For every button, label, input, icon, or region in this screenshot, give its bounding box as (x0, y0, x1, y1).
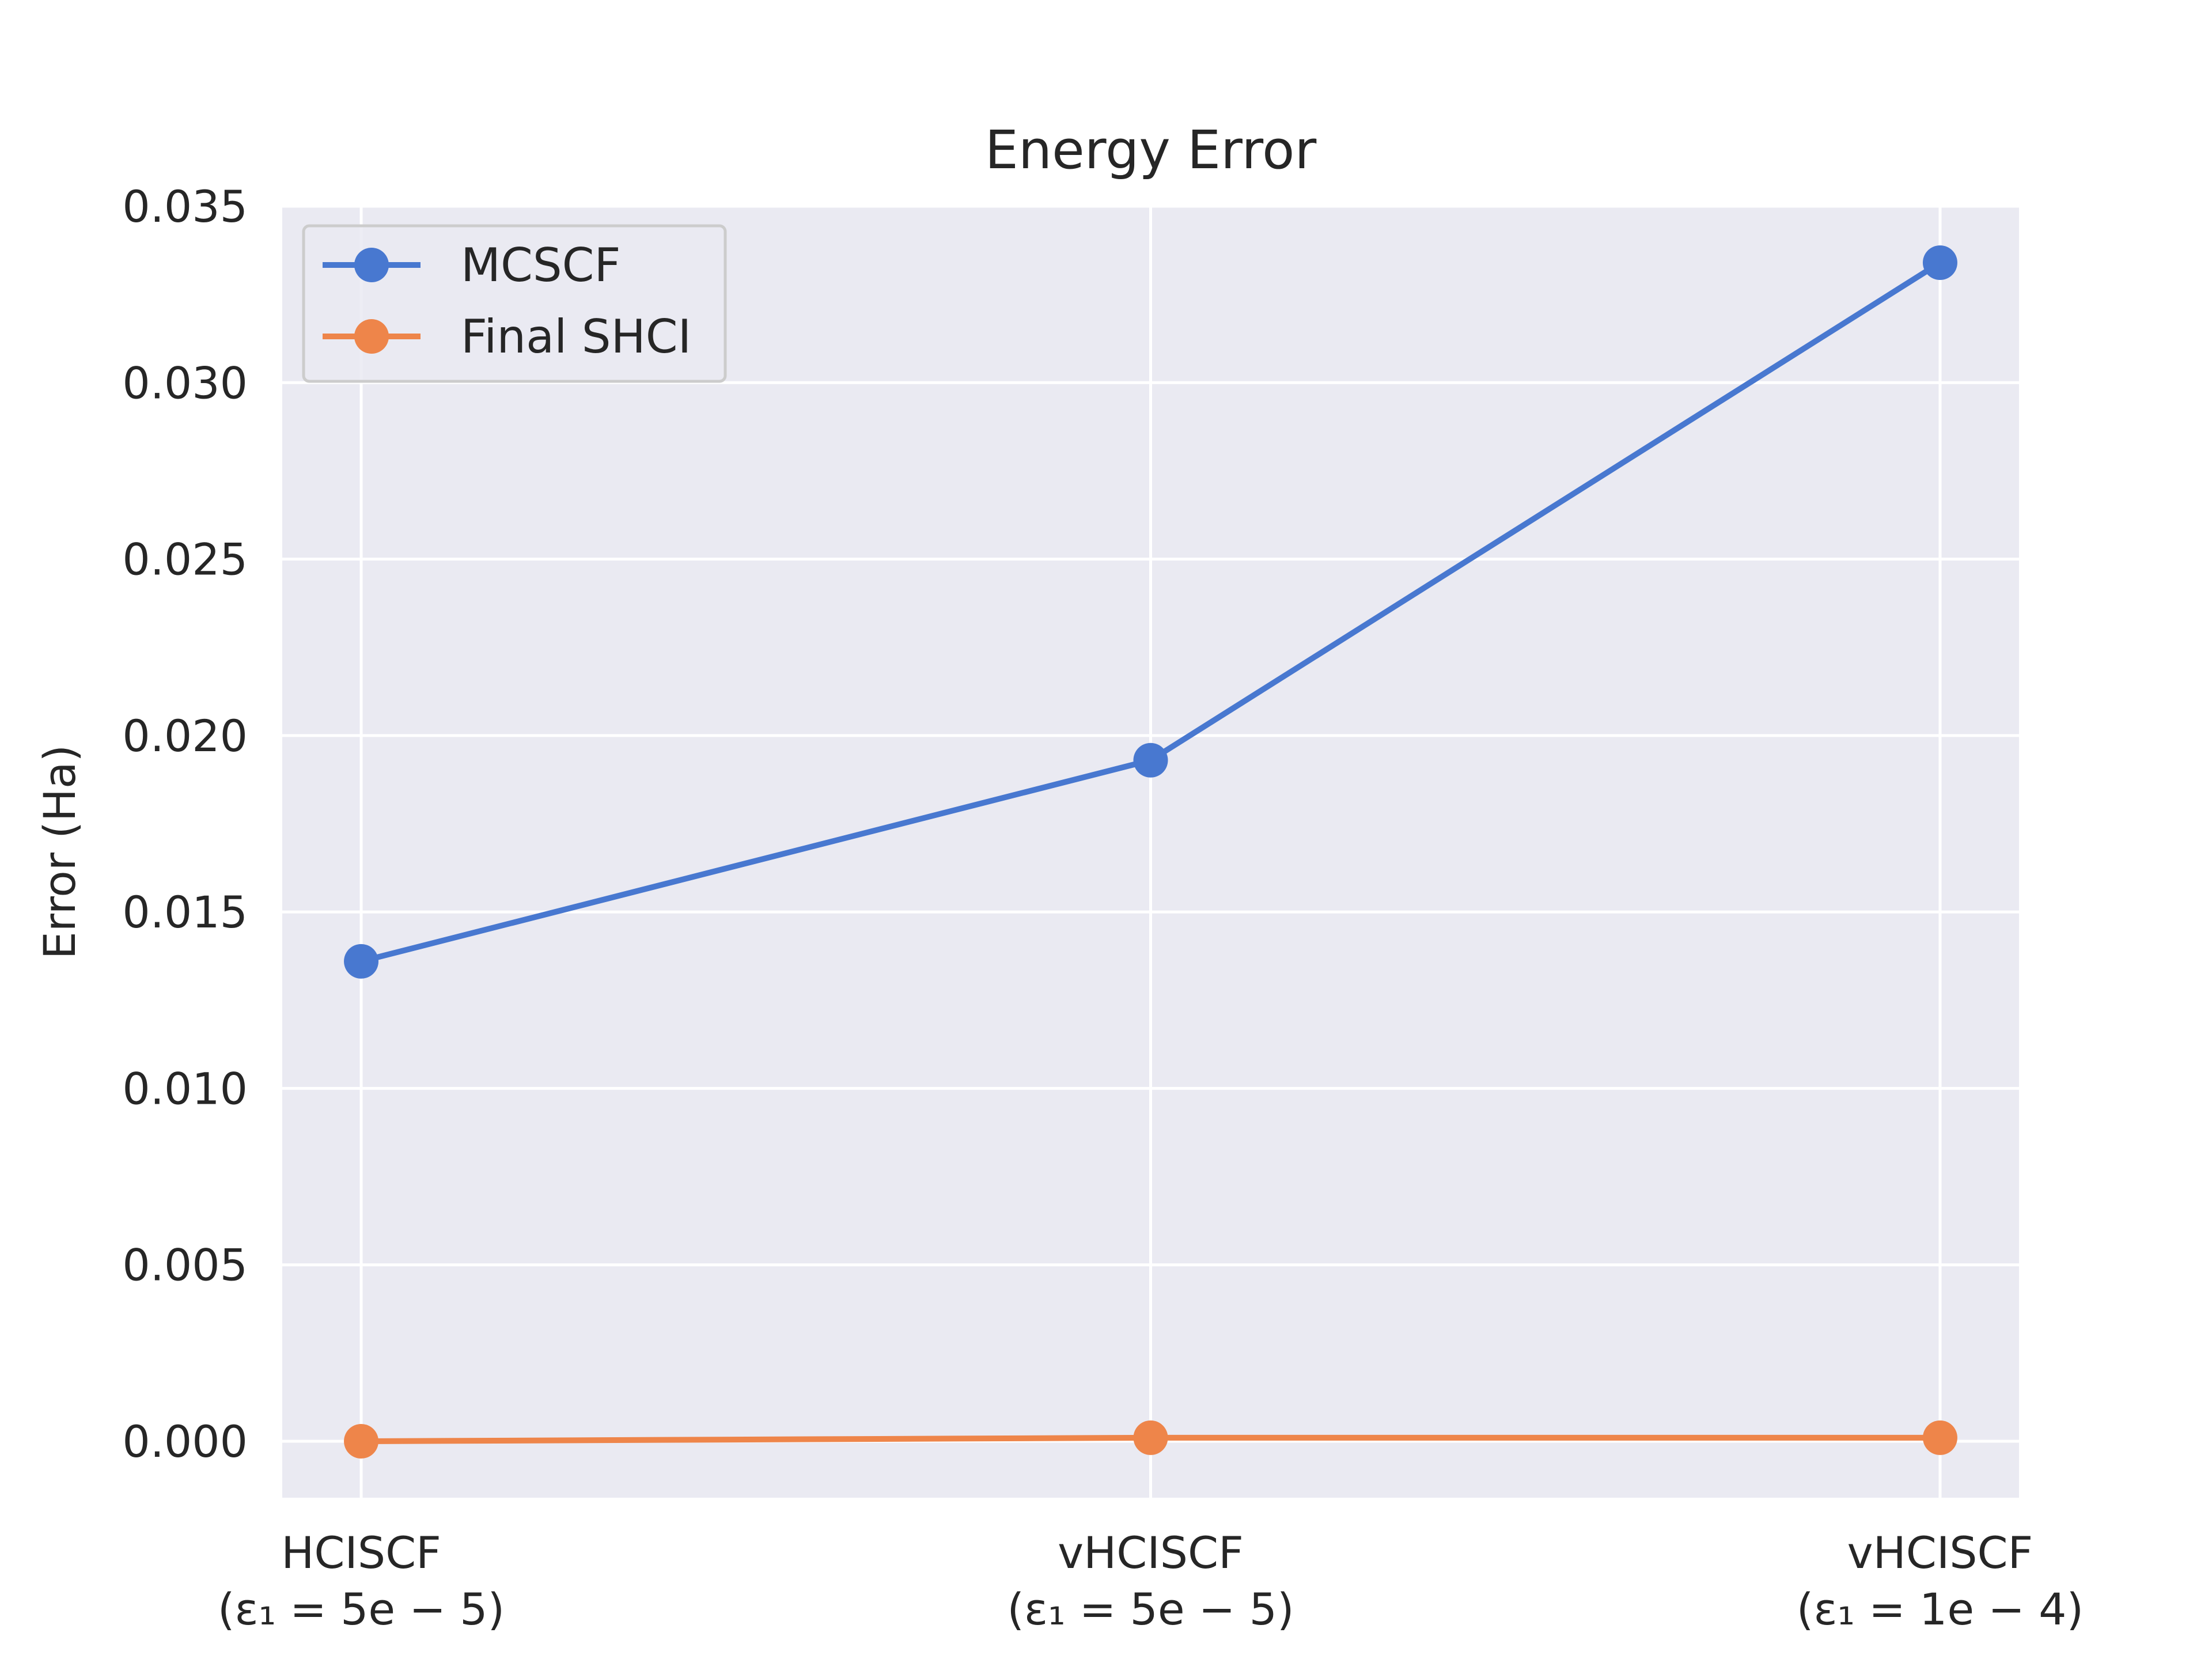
x-tick-sublabel: (ε₁ = 1e − 4) (1797, 1584, 2084, 1635)
y-tick-label: 0.005 (122, 1240, 248, 1291)
chart-title: Energy Error (985, 119, 1317, 181)
x-tick-sublabel: (ε₁ = 5e − 5) (218, 1584, 505, 1635)
data-point (1133, 1420, 1168, 1455)
y-tick-label: 0.010 (122, 1063, 248, 1114)
y-tick-label: 0.030 (122, 357, 248, 408)
legend: MCSCF Final SHCI (302, 224, 727, 383)
series-layer (344, 245, 1957, 1459)
x-tick-label: vHCISCF (1847, 1527, 2033, 1578)
y-tick-label: 0.035 (122, 181, 248, 232)
x-tick-label: HCISCF (281, 1527, 441, 1578)
data-point (344, 1423, 379, 1459)
y-tick-label: 0.000 (122, 1416, 248, 1467)
x-tick-sublabel: (ε₁ = 5e − 5) (1007, 1584, 1294, 1635)
x-tick-label: vHCISCF (1058, 1527, 1244, 1578)
y-tick-label: 0.020 (122, 710, 248, 762)
y-axis-label: Error (Ha) (34, 745, 85, 959)
grid-lines (282, 204, 2019, 1498)
data-point (1922, 1420, 1957, 1455)
tick-labels: 0.000 0.005 0.010 0.015 0.020 0.025 0.030 0.035… (122, 181, 2084, 1635)
data-point (1133, 743, 1168, 778)
legend-label: MCSCF (461, 238, 621, 292)
data-point (1922, 245, 1957, 281)
data-point (344, 944, 379, 979)
legend-marker (354, 319, 389, 354)
legend-label: Final SHCI (461, 310, 691, 363)
legend-marker (354, 248, 389, 282)
y-tick-label: 0.025 (122, 534, 248, 585)
y-tick-label: 0.015 (122, 887, 248, 938)
